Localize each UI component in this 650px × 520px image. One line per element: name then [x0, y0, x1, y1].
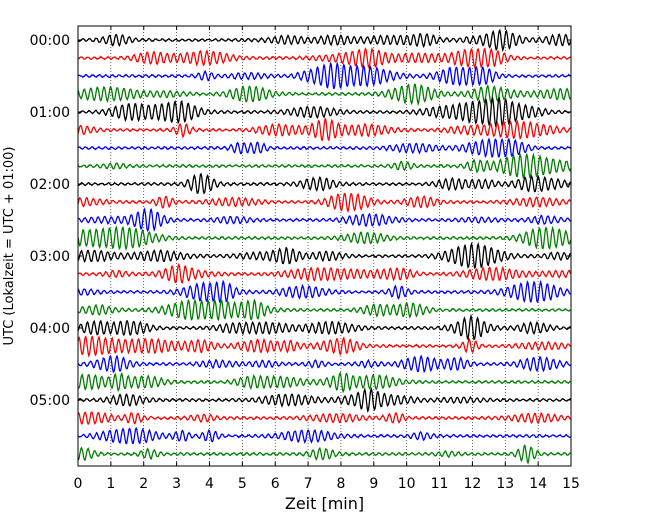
seismic-trace	[77, 371, 571, 394]
seismic-trace	[77, 426, 571, 445]
seismic-traces	[77, 28, 572, 465]
y-tick-label: 04:00	[30, 321, 70, 337]
y-tick-label: 00:00	[30, 33, 70, 49]
seismic-trace	[77, 28, 572, 53]
seismic-trace	[77, 411, 572, 426]
x-tick-label: 13	[496, 476, 514, 492]
x-tick-label: 6	[271, 476, 280, 492]
y-axis-ticks: 00:00 01:00 02:00 03:00 04:00 05:00	[30, 33, 571, 409]
seismic-trace	[77, 192, 571, 214]
seismic-trace	[77, 152, 572, 179]
seismic-trace	[77, 279, 571, 304]
minute-grid	[110, 26, 539, 466]
seismic-trace	[77, 354, 572, 374]
x-tick-label: 4	[205, 476, 214, 492]
y-tick-label: 03:00	[30, 249, 70, 265]
seismic-trace	[77, 387, 572, 413]
seismic-trace	[77, 137, 572, 159]
x-tick-label: 1	[106, 476, 115, 492]
y-tick-label: 01:00	[30, 105, 70, 121]
seismic-trace	[77, 61, 572, 90]
x-tick-label: 15	[562, 476, 580, 492]
x-tick-label: 0	[74, 476, 83, 492]
seismic-trace	[77, 117, 571, 142]
x-tick-label: 9	[369, 476, 378, 492]
x-tick-label: 8	[336, 476, 345, 492]
seismic-trace	[77, 83, 571, 107]
plot-frame	[77, 25, 572, 467]
seismic-trace	[77, 444, 571, 465]
seismic-trace	[77, 241, 572, 269]
x-axis-label: Zeit [min]	[285, 494, 364, 513]
seismic-trace	[77, 47, 571, 70]
x-tick-label: 5	[238, 476, 247, 492]
seismic-trace	[77, 207, 571, 233]
x-tick-label: 10	[398, 476, 416, 492]
seismic-trace	[77, 298, 571, 322]
x-axis-ticks: 0 1 2 3 4 5 6 7 8 9 10 11 12 13 14 15	[74, 26, 580, 492]
seismic-trace	[77, 225, 572, 251]
seismic-trace	[77, 335, 572, 358]
y-tick-label: 05:00	[30, 393, 70, 409]
seismic-trace	[77, 262, 572, 284]
x-tick-label: 11	[431, 476, 449, 492]
x-tick-label: 12	[463, 476, 481, 492]
x-tick-label: 7	[304, 476, 313, 492]
seismic-trace	[77, 172, 572, 195]
seismic-trace	[77, 96, 571, 128]
x-tick-label: 3	[172, 476, 181, 492]
seismic-trace	[77, 313, 571, 341]
y-axis-label: UTC (Lokalzeit = UTC + 01:00)	[2, 147, 17, 346]
x-tick-label: 14	[529, 476, 547, 492]
x-tick-label: 2	[139, 476, 148, 492]
y-tick-label: 02:00	[30, 177, 70, 193]
